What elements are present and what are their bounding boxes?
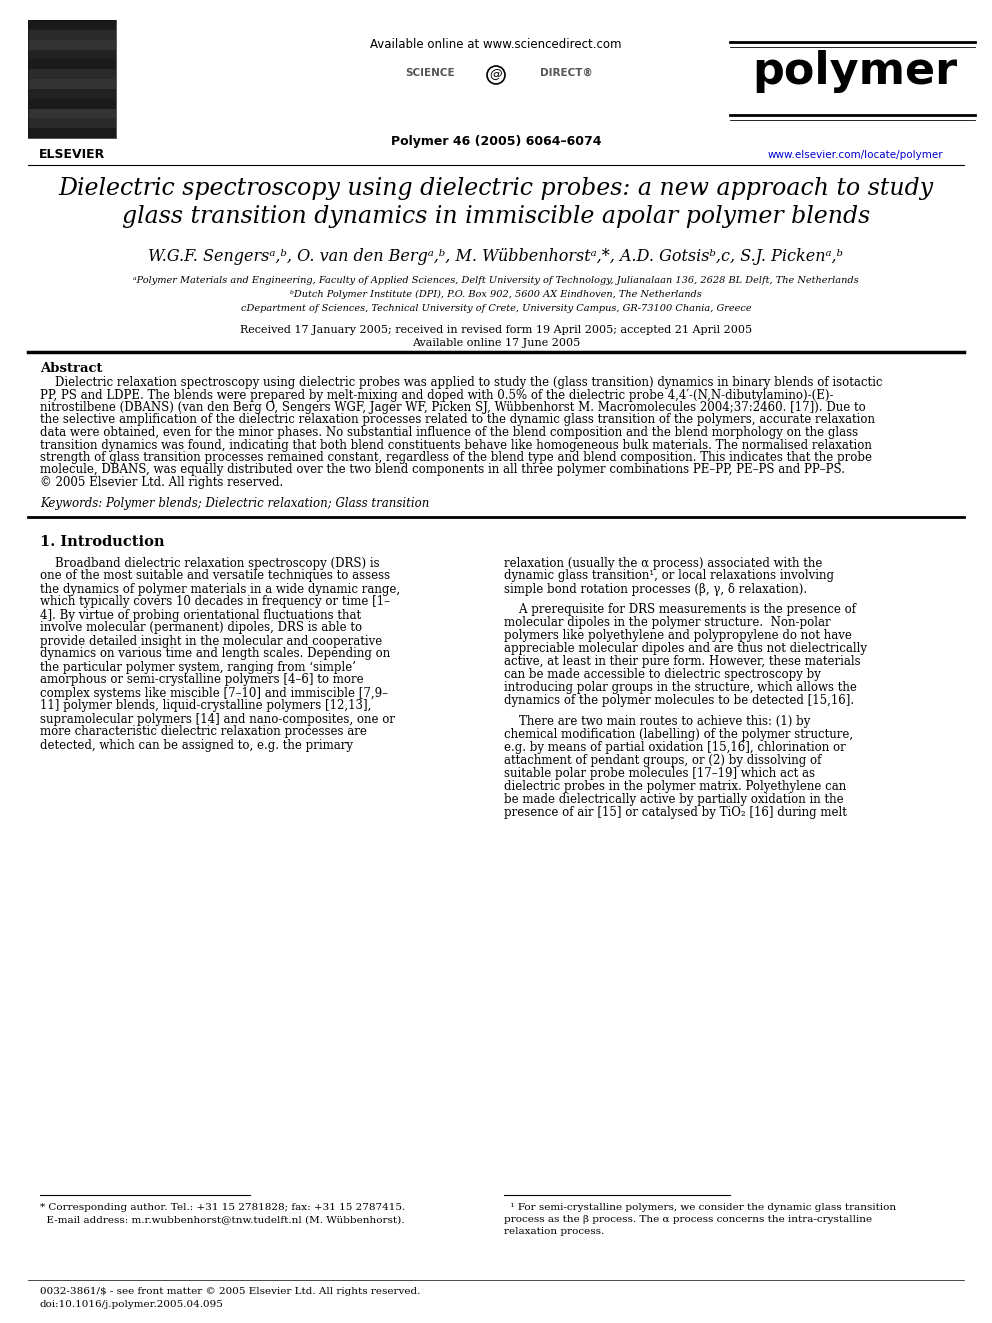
Text: PP, PS and LDPE. The blends were prepared by melt-mixing and doped with 0.5% of : PP, PS and LDPE. The blends were prepare… xyxy=(40,389,833,401)
Text: suitable polar probe molecules [17–19] which act as: suitable polar probe molecules [17–19] w… xyxy=(504,767,815,781)
Bar xyxy=(28,20,116,138)
Text: SCIENCE: SCIENCE xyxy=(406,67,455,78)
Text: the particular polymer system, ranging from ‘simple’: the particular polymer system, ranging f… xyxy=(40,660,356,673)
Text: polymers like polyethylene and polypropylene do not have: polymers like polyethylene and polypropy… xyxy=(504,630,852,642)
Text: ELSEVIER: ELSEVIER xyxy=(39,148,105,161)
Text: glass transition dynamics in immiscible apolar polymer blends: glass transition dynamics in immiscible … xyxy=(122,205,870,228)
Text: transition dynamics was found, indicating that both blend constituents behave li: transition dynamics was found, indicatin… xyxy=(40,438,872,451)
Text: be made dielectrically active by partially oxidation in the: be made dielectrically active by partial… xyxy=(504,792,843,806)
Text: doi:10.1016/j.polymer.2005.04.095: doi:10.1016/j.polymer.2005.04.095 xyxy=(40,1301,224,1308)
Text: process as the β process. The α process concerns the intra-crystalline: process as the β process. The α process … xyxy=(504,1215,872,1224)
Bar xyxy=(28,20,116,30)
Text: attachment of pendant groups, or (2) by dissolving of: attachment of pendant groups, or (2) by … xyxy=(504,754,821,767)
Text: dynamics on various time and length scales. Depending on: dynamics on various time and length scal… xyxy=(40,647,390,660)
Text: dielectric probes in the polymer matrix. Polyethylene can: dielectric probes in the polymer matrix.… xyxy=(504,781,846,792)
Text: amorphous or semi-crystalline polymers [4–6] to more: amorphous or semi-crystalline polymers [… xyxy=(40,673,364,687)
Text: molecule, DBANS, was equally distributed over the two blend components in all th: molecule, DBANS, was equally distributed… xyxy=(40,463,845,476)
Bar xyxy=(28,49,116,60)
Text: A prerequisite for DRS measurements is the presence of: A prerequisite for DRS measurements is t… xyxy=(504,603,856,617)
Bar xyxy=(28,40,116,49)
Text: Broadband dielectric relaxation spectroscopy (DRS) is: Broadband dielectric relaxation spectros… xyxy=(40,557,380,569)
Text: Available online at www.sciencedirect.com: Available online at www.sciencedirect.co… xyxy=(370,38,622,52)
Text: cDepartment of Sciences, Technical University of Crete, University Campus, GR-73: cDepartment of Sciences, Technical Unive… xyxy=(241,304,751,314)
Text: the selective amplification of the dielectric relaxation processes related to th: the selective amplification of the diele… xyxy=(40,414,875,426)
Bar xyxy=(28,79,116,89)
Text: ᵃPolymer Materials and Engineering, Faculty of Applied Sciences, Delft Universit: ᵃPolymer Materials and Engineering, Facu… xyxy=(133,277,859,284)
Text: supramolecular polymers [14] and nano-composites, one or: supramolecular polymers [14] and nano-co… xyxy=(40,713,395,725)
Text: 11] polymer blends, liquid-crystalline polymers [12,13],: 11] polymer blends, liquid-crystalline p… xyxy=(40,700,371,713)
Text: relaxation (usually the α process) associated with the: relaxation (usually the α process) assoc… xyxy=(504,557,822,569)
Text: @: @ xyxy=(490,69,502,82)
Bar xyxy=(28,118,116,128)
Text: simple bond rotation processes (β, γ, δ relaxation).: simple bond rotation processes (β, γ, δ … xyxy=(504,582,807,595)
Text: chemical modification (labelling) of the polymer structure,: chemical modification (labelling) of the… xyxy=(504,728,853,741)
Text: which typically covers 10 decades in frequency or time [1–: which typically covers 10 decades in fre… xyxy=(40,595,390,609)
Text: * Corresponding author. Tel.: +31 15 2781828; fax: +31 15 2787415.: * Corresponding author. Tel.: +31 15 278… xyxy=(40,1203,406,1212)
Text: Available online 17 June 2005: Available online 17 June 2005 xyxy=(412,337,580,348)
Text: complex systems like miscible [7–10] and immiscible [7,9–: complex systems like miscible [7–10] and… xyxy=(40,687,388,700)
Bar xyxy=(28,99,116,108)
Bar xyxy=(28,108,116,118)
Text: 0032-3861/$ - see front matter © 2005 Elsevier Ltd. All rights reserved.: 0032-3861/$ - see front matter © 2005 El… xyxy=(40,1287,421,1297)
Text: ¹ For semi-crystalline polymers, we consider the dynamic glass transition: ¹ For semi-crystalline polymers, we cons… xyxy=(504,1203,896,1212)
Text: Keywords: Polymer blends; Dielectric relaxation; Glass transition: Keywords: Polymer blends; Dielectric rel… xyxy=(40,496,430,509)
Text: www.elsevier.com/locate/polymer: www.elsevier.com/locate/polymer xyxy=(767,149,942,160)
Text: dynamics of the polymer molecules to be detected [15,16].: dynamics of the polymer molecules to be … xyxy=(504,695,854,708)
Bar xyxy=(28,30,116,40)
Text: nitrostilbene (DBANS) (van den Berg O, Sengers WGF, Jager WF, Picken SJ, Wübbenh: nitrostilbene (DBANS) (van den Berg O, S… xyxy=(40,401,866,414)
Text: presence of air [15] or catalysed by TiO₂ [16] during melt: presence of air [15] or catalysed by TiO… xyxy=(504,806,847,819)
Text: Received 17 January 2005; received in revised form 19 April 2005; accepted 21 Ap: Received 17 January 2005; received in re… xyxy=(240,325,752,335)
Text: Dielectric relaxation spectroscopy using dielectric probes was applied to study : Dielectric relaxation spectroscopy using… xyxy=(40,376,883,389)
Text: © 2005 Elsevier Ltd. All rights reserved.: © 2005 Elsevier Ltd. All rights reserved… xyxy=(40,476,284,490)
Text: detected, which can be assigned to, e.g. the primary: detected, which can be assigned to, e.g.… xyxy=(40,738,353,751)
Text: involve molecular (permanent) dipoles, DRS is able to: involve molecular (permanent) dipoles, D… xyxy=(40,622,362,635)
Text: active, at least in their pure form. However, these materials: active, at least in their pure form. How… xyxy=(504,655,861,668)
Text: appreciable molecular dipoles and are thus not dielectrically: appreciable molecular dipoles and are th… xyxy=(504,642,867,655)
Text: dynamic glass transition¹, or local relaxations involving: dynamic glass transition¹, or local rela… xyxy=(504,569,834,582)
Text: E-mail address: m.r.wubbenhorst@tnw.tudelft.nl (M. Wübbenhorst).: E-mail address: m.r.wubbenhorst@tnw.tude… xyxy=(40,1215,405,1224)
Text: can be made accessible to dielectric spectroscopy by: can be made accessible to dielectric spe… xyxy=(504,668,820,681)
Text: DIRECT®: DIRECT® xyxy=(540,67,593,78)
Text: the dynamics of polymer materials in a wide dynamic range,: the dynamics of polymer materials in a w… xyxy=(40,582,400,595)
Bar xyxy=(28,69,116,79)
Bar xyxy=(28,128,116,138)
Text: e.g. by means of partial oxidation [15,16], chlorination or: e.g. by means of partial oxidation [15,1… xyxy=(504,741,846,754)
Text: molecular dipoles in the polymer structure.  Non-polar: molecular dipoles in the polymer structu… xyxy=(504,617,830,630)
Text: Polymer 46 (2005) 6064–6074: Polymer 46 (2005) 6064–6074 xyxy=(391,135,601,148)
Text: more characteristic dielectric relaxation processes are: more characteristic dielectric relaxatio… xyxy=(40,725,367,738)
Text: Abstract: Abstract xyxy=(40,363,102,374)
Text: provide detailed insight in the molecular and cooperative: provide detailed insight in the molecula… xyxy=(40,635,382,647)
Text: There are two main routes to achieve this: (1) by: There are two main routes to achieve thi… xyxy=(504,716,810,728)
Bar xyxy=(28,60,116,69)
Text: ᵇDutch Polymer Institute (DPI), P.O. Box 902, 5600 AX Eindhoven, The Netherlands: ᵇDutch Polymer Institute (DPI), P.O. Box… xyxy=(290,290,702,299)
Text: 4]. By virtue of probing orientational fluctuations that: 4]. By virtue of probing orientational f… xyxy=(40,609,361,622)
Text: data were obtained, even for the minor phases. No substantial influence of the b: data were obtained, even for the minor p… xyxy=(40,426,858,439)
Bar xyxy=(28,89,116,99)
Text: polymer: polymer xyxy=(753,50,957,93)
Text: strength of glass transition processes remained constant, regardless of the blen: strength of glass transition processes r… xyxy=(40,451,872,464)
Text: relaxation process.: relaxation process. xyxy=(504,1226,604,1236)
Text: W.G.F. Sengersᵃ,ᵇ, O. van den Bergᵃ,ᵇ, M. Wübbenhorstᵃ,*, A.D. Gotsisᵇ,c, S.J. P: W.G.F. Sengersᵃ,ᵇ, O. van den Bergᵃ,ᵇ, M… xyxy=(149,247,843,265)
Text: Dielectric spectroscopy using dielectric probes: a new approach to study: Dielectric spectroscopy using dielectric… xyxy=(59,177,933,200)
Text: one of the most suitable and versatile techniques to assess: one of the most suitable and versatile t… xyxy=(40,569,390,582)
Text: introducing polar groups in the structure, which allows the: introducing polar groups in the structur… xyxy=(504,681,857,695)
Text: 1. Introduction: 1. Introduction xyxy=(40,534,165,549)
